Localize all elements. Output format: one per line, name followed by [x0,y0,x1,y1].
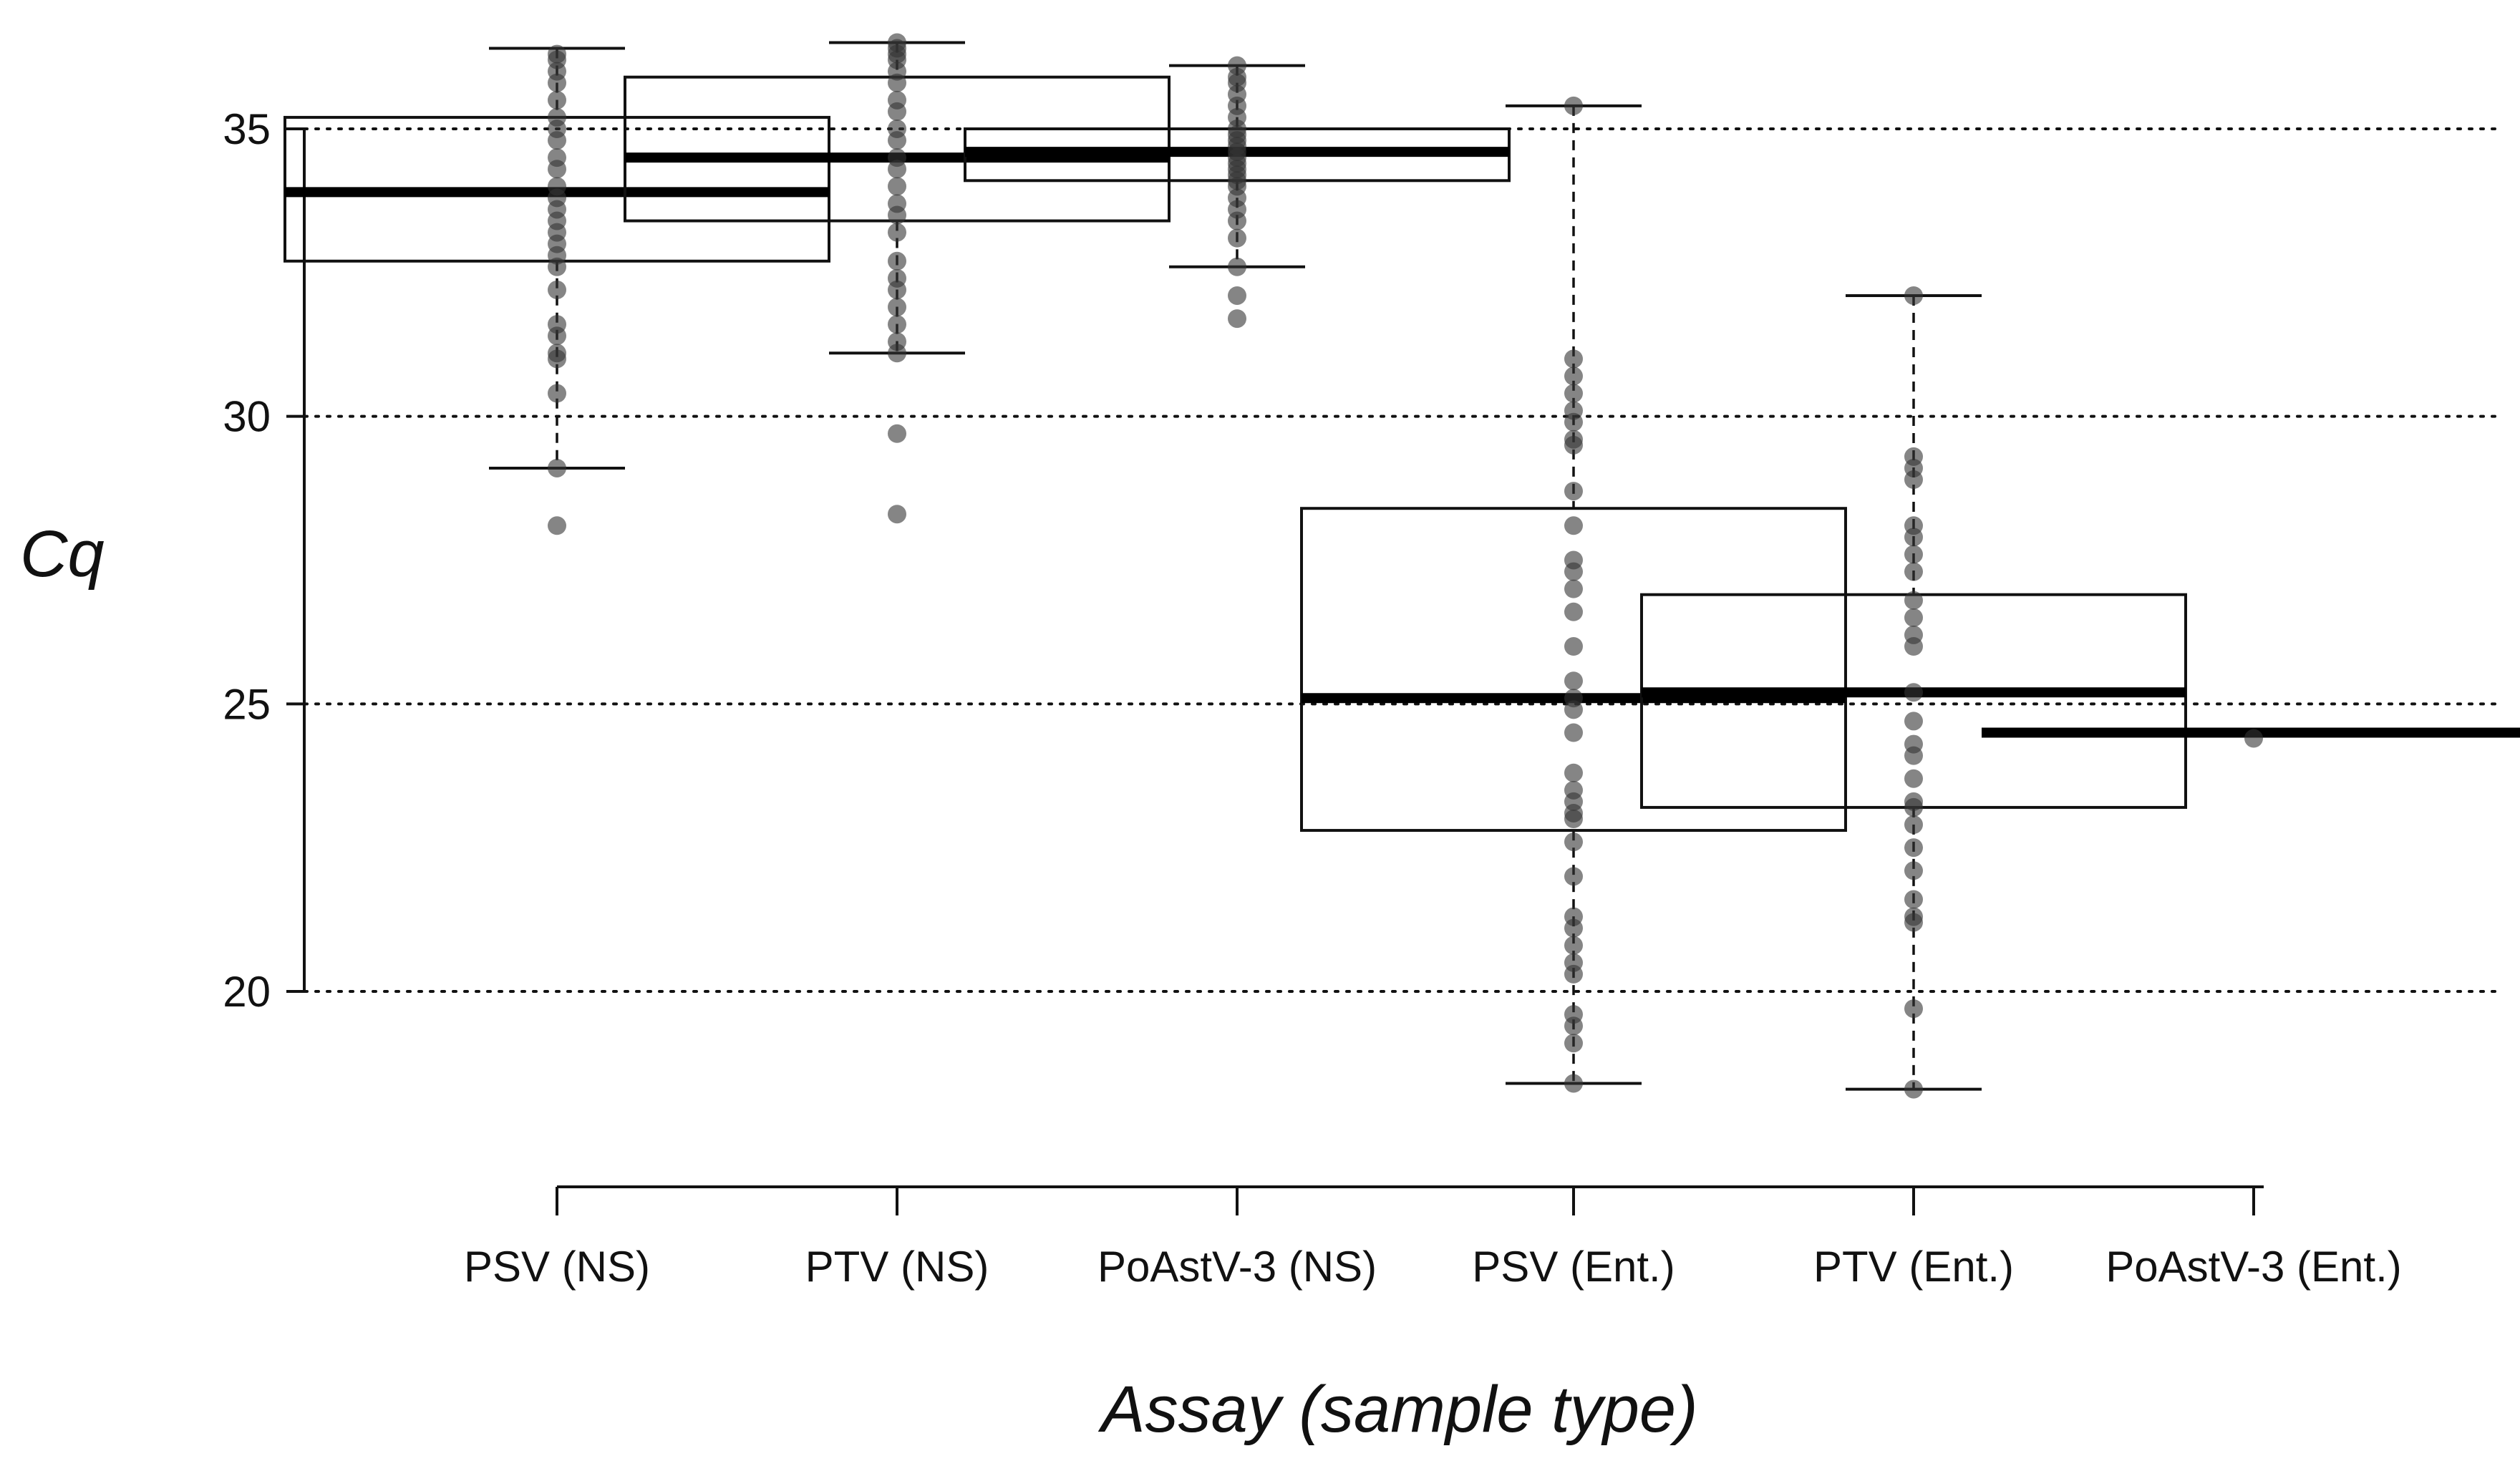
point-psv-ent-24 [1564,833,1583,852]
y-tick-label-20: 20 [223,968,271,1016]
point-psv-ns-4 [548,90,566,110]
point-ptv-ent-26 [1904,1079,1923,1099]
point-ptv-ns-5 [888,73,906,92]
point-psv-ent-34 [1564,1074,1583,1093]
point-ptv-ns-22 [888,344,906,363]
gridlines [303,127,2500,993]
point-ptv-ns-18 [888,280,906,299]
point-ptv-ns-11 [888,160,906,179]
x-axis-title: Assay (sample type) [1097,1373,1697,1446]
point-psv-ent-8 [1564,482,1583,501]
point-psv-ent-15 [1564,671,1583,691]
point-ptv-ent-3 [1904,470,1923,490]
point-poastv-3-ns-20 [1228,228,1246,248]
point-psv-ns-17 [548,257,566,276]
point-ptv-ent-24 [1904,913,1923,932]
point-psv-ent-17 [1564,700,1583,719]
x-tick-label-poastv-3-ent: PoAstV-3 (Ent.) [2105,1243,2402,1291]
point-ptv-ent-13 [1904,712,1923,731]
point-ptv-ent-19 [1904,815,1923,835]
x-tick-label-psv-ns: PSV (NS) [464,1243,650,1291]
point-ptv-ent-9 [1904,608,1923,627]
point-psv-ent-32 [1564,1016,1583,1036]
point-ptv-ent-25 [1904,999,1923,1019]
point-psv-ent-23 [1564,810,1583,828]
point-ptv-ent-5 [1904,528,1923,547]
point-ptv-ent-21 [1904,861,1923,880]
x-tick-label-ptv-ns: PTV (NS) [805,1243,989,1291]
y-tick-label-35: 35 [223,105,271,153]
point-ptv-ns-9 [888,131,906,150]
point-psv-ent-13 [1564,602,1583,621]
y-ticks: 20 25 30 35 [223,105,304,1016]
point-psv-ns-22 [548,349,566,369]
point-psv-ent-0 [1564,96,1583,115]
point-psv-ns-23 [548,384,566,403]
point-psv-ent-28 [1564,936,1583,955]
point-ptv-ent-20 [1904,838,1923,858]
boxes [284,41,2520,1091]
x-tick-label-psv-ent: PSV (Ent.) [1472,1243,1675,1291]
point-psv-ent-30 [1564,964,1583,984]
point-ptv-ns-7 [888,102,906,121]
point-psv-ns-20 [548,326,566,346]
point-ptv-ns-12 [888,177,906,196]
point-ptv-ns-20 [888,315,906,334]
point-ptv-ns-23 [888,424,906,443]
point-psv-ent-14 [1564,637,1583,656]
x-tick-label-ptv-ent: PTV (Ent.) [1813,1243,2014,1291]
point-psv-ent-19 [1564,763,1583,782]
point-psv-ns-25 [548,516,566,535]
data-points [548,33,2263,1099]
point-psv-ent-1 [1564,349,1583,369]
point-psv-ent-7 [1564,435,1583,455]
point-poastv-3-ns-21 [1228,257,1246,276]
point-psv-ent-11 [1564,562,1583,581]
point-poastv-3-ns-22 [1228,286,1246,305]
point-ptv-ent-15 [1904,746,1923,765]
point-poastv-3-ent-0 [2244,729,2263,748]
point-ptv-ent-8 [1904,591,1923,610]
point-psv-ent-12 [1564,579,1583,598]
axes [303,129,2264,1188]
point-ptv-ns-24 [888,505,906,524]
y-tick-label-30: 30 [223,393,271,441]
point-psv-ent-9 [1564,516,1583,535]
x-ticks: PSV (NS) PTV (NS) PoAstV-3 (NS) PSV (Ent.) P… [464,1187,2402,1291]
point-poastv-3-ns-23 [1228,309,1246,329]
x-tick-label-poastv-3-ns: PoAstV-3 (NS) [1097,1243,1377,1291]
point-ptv-ns-16 [888,251,906,271]
point-ptv-ent-7 [1904,562,1923,581]
point-ptv-ns-19 [888,298,906,317]
point-psv-ent-3 [1564,384,1583,403]
y-axis-title: Cq [20,518,105,591]
point-ptv-ent-18 [1904,797,1923,817]
y-tick-label-25: 25 [223,680,271,728]
box-psv-ent [1300,507,1847,833]
point-psv-ns-18 [548,280,566,299]
point-psv-ns-7 [548,131,566,150]
point-psv-ent-5 [1564,412,1583,432]
point-psv-ent-25 [1564,867,1583,886]
point-psv-ns-3 [548,73,566,92]
point-ptv-ent-12 [1904,683,1923,702]
point-ptv-ns-14 [888,205,906,225]
point-psv-ent-2 [1564,367,1583,386]
point-ptv-ent-6 [1904,545,1923,564]
point-ptv-ent-11 [1904,637,1923,656]
point-psv-ent-27 [1564,918,1583,938]
point-poastv-3-ns-19 [1228,211,1246,230]
point-psv-ns-9 [548,160,566,179]
point-ptv-ent-22 [1904,890,1923,909]
point-ptv-ent-0 [1904,286,1923,305]
point-psv-ent-33 [1564,1034,1583,1053]
point-psv-ns-24 [548,458,566,477]
point-ptv-ns-15 [888,223,906,242]
point-ptv-ent-16 [1904,769,1923,788]
point-psv-ent-18 [1564,723,1583,742]
